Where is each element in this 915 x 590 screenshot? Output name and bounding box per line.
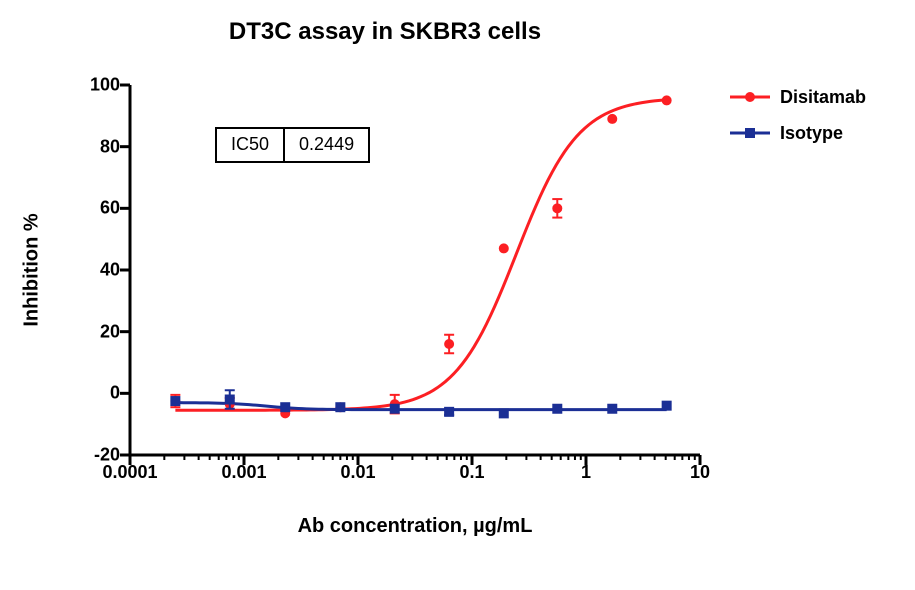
fit-curve-isotype (175, 403, 666, 410)
data-point (662, 95, 672, 105)
plot-area: IC50 0.2449 (130, 85, 700, 455)
x-tick-label: 10 (690, 462, 710, 483)
data-point (607, 114, 617, 124)
data-point (280, 402, 290, 412)
data-point (390, 404, 400, 414)
legend-swatch-icon (730, 123, 770, 143)
data-point (170, 396, 180, 406)
fit-curve-disitamab (175, 100, 666, 411)
y-tick-label: 0 (0, 383, 120, 404)
y-tick-label: 100 (0, 75, 120, 96)
data-point (499, 243, 509, 253)
legend-label: Disitamab (780, 87, 866, 108)
data-point (552, 203, 562, 213)
chart-title: DT3C assay in SKBR3 cells (0, 18, 770, 46)
legend-label: Isotype (780, 123, 843, 144)
x-tick-label: 1 (581, 462, 591, 483)
y-tick-label: 40 (0, 260, 120, 281)
data-point (662, 401, 672, 411)
legend: Disitamab Isotype (730, 82, 866, 154)
data-point (335, 402, 345, 412)
data-point (499, 408, 509, 418)
y-tick-label: 80 (0, 136, 120, 157)
x-axis-label: Ab concentration, µg/mL (130, 515, 700, 538)
x-tick-label: 0.0001 (102, 462, 157, 483)
x-tick-label: 0.001 (221, 462, 266, 483)
data-point (552, 404, 562, 414)
data-point (444, 407, 454, 417)
chart-svg (130, 85, 700, 455)
x-tick-container: 0.00010.0010.010.1110 (130, 462, 700, 492)
y-tick-container: -20020406080100 (0, 85, 120, 455)
data-point (444, 339, 454, 349)
legend-item: Disitamab (730, 82, 866, 112)
legend-swatch-icon (730, 87, 770, 107)
legend-item: Isotype (730, 118, 866, 148)
y-tick-label: 60 (0, 198, 120, 219)
x-tick-label: 0.1 (459, 462, 484, 483)
data-point (225, 395, 235, 405)
data-point (607, 404, 617, 414)
chart-page: DT3C assay in SKBR3 cells Inhibition % A… (0, 0, 915, 590)
x-tick-label: 0.01 (340, 462, 375, 483)
y-tick-label: 20 (0, 321, 120, 342)
